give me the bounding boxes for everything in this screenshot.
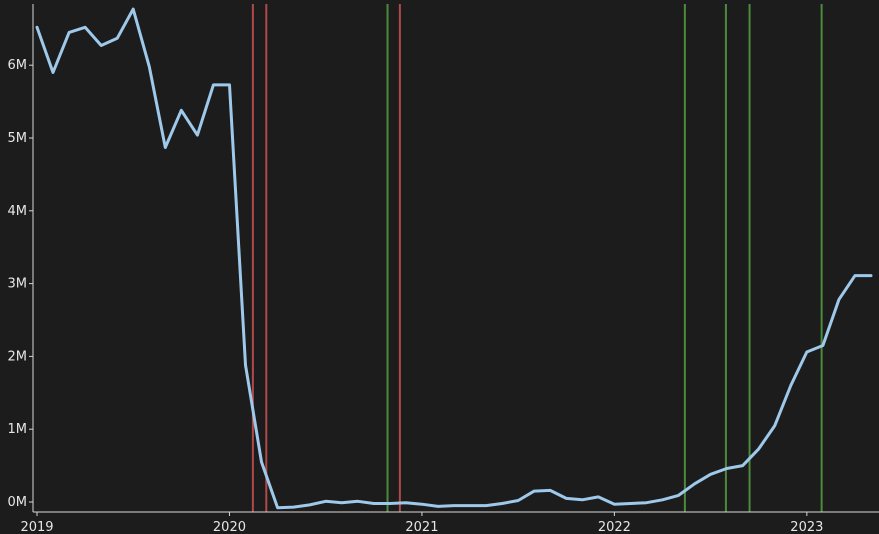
data-point (805, 350, 808, 354)
x-axis-ticks: 2019 2020 2021 2022 2023 (20, 512, 823, 534)
data-point (100, 44, 103, 47)
data-point (773, 424, 776, 427)
data-point (853, 274, 857, 277)
data-point (132, 7, 135, 11)
y-tick-label: 1M (8, 422, 28, 437)
data-point (196, 133, 199, 137)
data-point (565, 497, 568, 500)
data-point (629, 502, 632, 505)
data-point (83, 26, 87, 29)
data-point (67, 31, 71, 34)
y-tick-label: 5M (8, 131, 28, 146)
data-point (372, 502, 375, 505)
data-point (661, 498, 664, 501)
data-point (292, 505, 295, 509)
data-point (789, 384, 792, 387)
data-point (533, 489, 536, 493)
data-point (613, 503, 616, 506)
series-layer (35, 7, 873, 510)
data-point (260, 460, 263, 464)
data-point (212, 83, 215, 87)
series-line-1 (35, 7, 873, 510)
data-point (741, 464, 744, 467)
x-tick-label: 2021 (405, 520, 438, 534)
data-point (164, 146, 167, 149)
data-point (645, 501, 648, 504)
x-tick-label: 2020 (213, 520, 246, 534)
y-tick-label: 2M (8, 349, 28, 364)
data-point (180, 109, 183, 112)
data-point (340, 501, 343, 504)
data-point (51, 71, 55, 74)
data-point (709, 473, 712, 476)
data-point (148, 65, 151, 68)
y-tick-label: 6M (8, 58, 28, 73)
data-point (452, 504, 456, 507)
data-point (420, 503, 424, 506)
data-point (837, 298, 841, 301)
x-tick-label: 2023 (790, 520, 823, 534)
y-tick-label: 3M (8, 277, 28, 292)
data-point (276, 506, 279, 509)
x-tick-label: 2022 (598, 520, 631, 534)
data-point (581, 498, 584, 501)
y-axis-ticks: 0M1M2M3M4M5M6M7M (8, 0, 33, 510)
data-point (468, 504, 472, 507)
data-point (757, 447, 760, 451)
data-point (677, 494, 680, 497)
data-point (821, 344, 825, 347)
data-point (869, 274, 873, 277)
data-point (35, 26, 39, 29)
data-point (597, 495, 600, 499)
data-point (549, 489, 552, 492)
data-point (484, 504, 488, 507)
data-point (308, 503, 311, 507)
data-point (693, 482, 696, 485)
data-point (404, 501, 408, 504)
data-point (228, 83, 231, 87)
data-point (244, 363, 247, 367)
data-point (388, 502, 391, 505)
y-tick-label: 0M (8, 495, 28, 510)
data-point (116, 37, 119, 40)
data-point (725, 467, 728, 470)
data-point (500, 502, 504, 505)
event-markers (251, 4, 823, 512)
y-tick-label: 4M (8, 204, 28, 219)
data-point (356, 500, 359, 503)
data-point (436, 505, 440, 508)
data-point (324, 500, 327, 503)
axes (32, 4, 879, 513)
data-point (517, 499, 520, 502)
x-tick-label: 2019 (20, 520, 53, 534)
